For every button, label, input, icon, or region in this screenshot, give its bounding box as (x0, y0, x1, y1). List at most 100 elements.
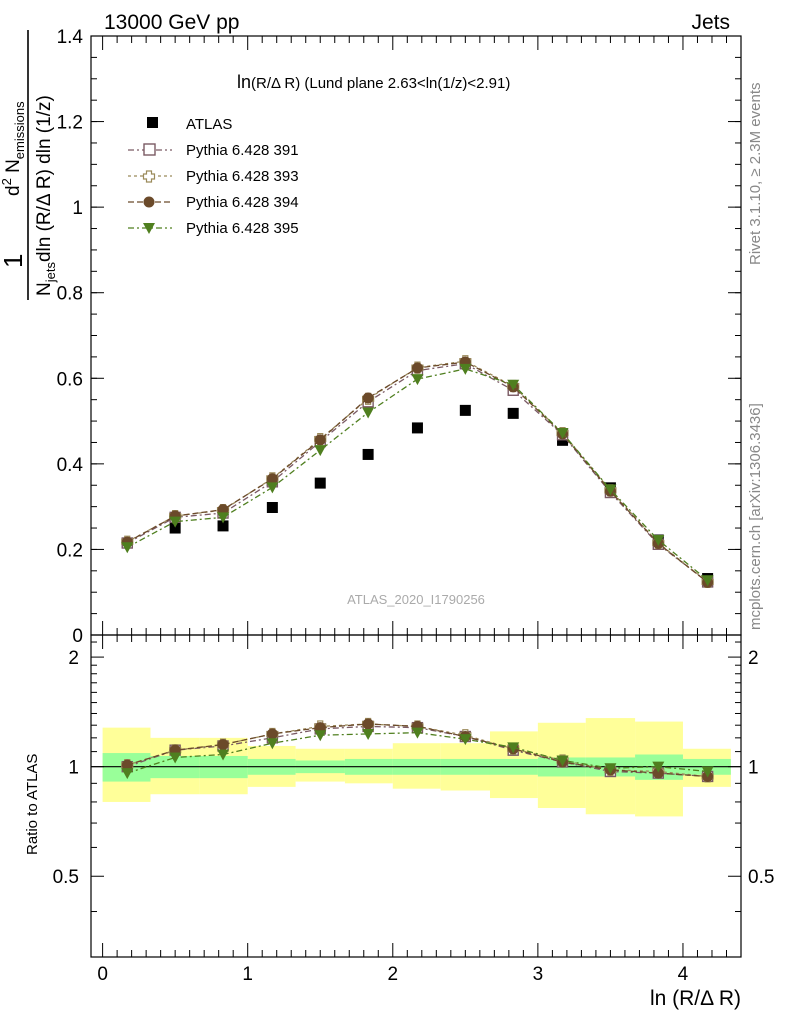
ratio-panel-axes: 0.5 0.5 1 1 2 2 0 1 2 3 4 (53, 634, 774, 985)
series-4-point-1 (169, 516, 182, 528)
ratio-series-2-point-2 (217, 739, 229, 751)
svg-text:d2 Nemissions: d2 Nemissions (0, 101, 27, 196)
ratio-series-3-point-1 (169, 752, 182, 764)
ratio-ytick-label-right: 2 (748, 648, 759, 669)
series-4-point-9 (556, 428, 569, 440)
legend-entry-394: Pythia 6.428 394 (128, 194, 299, 211)
legend-marker-395 (143, 223, 155, 234)
series-4-point-7 (459, 363, 472, 375)
series-3-point-6 (411, 362, 423, 374)
header-right: Jets (691, 11, 730, 34)
main-ytick-label: 0.8 (57, 284, 83, 305)
series-0-point-6 (411, 422, 423, 434)
series-3-point-5 (362, 392, 374, 404)
header-left: 13000 GeV pp (104, 11, 239, 34)
x-tick-label: 4 (678, 964, 689, 985)
series-0-point-1 (169, 522, 181, 534)
ratio-series-3-point-2 (217, 749, 230, 761)
ratio-ytick-label-left: 1 (68, 758, 79, 779)
mcplots-label: mcplots.cern.ch [arXiv:1306.3436] (747, 403, 764, 630)
x-tick-label: 0 (97, 964, 108, 985)
series-4-point-3 (266, 482, 279, 494)
series-4-point-10 (604, 484, 617, 496)
main-ytick-label: 0.6 (57, 369, 83, 390)
x-tick-label: 2 (387, 964, 398, 985)
legend-label-atlas: ATLAS (186, 116, 232, 133)
legend-marker-393 (142, 170, 156, 183)
ratio-series-3-point-11 (652, 761, 665, 773)
series-0-point-5 (362, 448, 374, 460)
series-0-point-7 (459, 404, 471, 416)
ratio-ytick-label-left: 2 (68, 648, 79, 669)
series-3-point-4 (314, 434, 326, 446)
series-0-point-2 (217, 520, 229, 532)
legend-label-395: Pythia 6.428 395 (186, 220, 299, 237)
series-4-point-0 (121, 542, 134, 554)
main-ytick-label: 0 (72, 626, 83, 647)
legend-entry-391: Pythia 6.428 391 (128, 142, 299, 159)
legend-label-391: Pythia 6.428 391 (186, 142, 299, 159)
legend-entry-atlas: ATLAS (147, 116, 232, 133)
svg-text:1: 1 (0, 254, 28, 268)
series-4-line (126, 368, 709, 581)
legend-entry-393: Pythia 6.428 393 (128, 168, 299, 185)
ratio-series-3-point-8 (507, 742, 520, 754)
series-layer (121, 355, 714, 589)
ratio-ytick-label-right: 1 (748, 758, 759, 779)
main-ytick-label: 1 (72, 198, 83, 219)
series-3-line (126, 361, 709, 583)
main-ytick-label: 1.2 (57, 113, 83, 134)
ratio-series-3-point-0 (121, 768, 134, 780)
x-tick-label: 1 (242, 964, 253, 985)
main-ytick-label: 0.4 (57, 455, 84, 476)
ratio-series-3-point-9 (556, 755, 569, 767)
svg-text:Njetsdln (R/Δ R) dln (1/z): Njetsdln (R/Δ R) dln (1/z) (34, 95, 58, 296)
ratio-y-axis-label: Ratio to ATLAS (24, 754, 41, 855)
legend-marker-atlas (147, 117, 158, 128)
series-3-point-3 (266, 473, 278, 485)
x-axis-label: ln (R/Δ R) (650, 987, 741, 1010)
main-panel-axes: 0 0.2 0.4 0.6 0.8 1 1.2 1.4 (57, 27, 742, 647)
series-4-point-4 (314, 445, 327, 457)
x-tick-label: 3 (533, 964, 544, 985)
main-y-axis-label: 1 Njetsdln (R/Δ R) dln (1/z) d2 Nemissio… (0, 30, 58, 300)
ratio-series-3-point-12 (701, 766, 714, 778)
main-ytick-label: 0.2 (57, 540, 83, 561)
ratio-series-3-point-4 (314, 730, 327, 742)
series-0-point-8 (507, 407, 519, 419)
ratio-series-3-point-10 (604, 763, 617, 775)
analysis-watermark: ATLAS_2020_I1790256 (347, 592, 485, 607)
ratio-series-3-point-7 (459, 734, 472, 746)
series-2-line (126, 360, 709, 583)
ratio-series-2-point-0 (121, 759, 133, 771)
series-4-point-11 (652, 535, 665, 547)
ratio-ytick-label-left: 0.5 (53, 867, 79, 888)
ratio-series-3-point-3 (266, 738, 279, 750)
legend-label-393: Pythia 6.428 393 (186, 168, 299, 185)
legend: ATLAS Pythia 6.428 391 Pythia 6.428 393 … (128, 116, 299, 237)
ratio-series-3-point-6 (411, 727, 424, 739)
main-panel-title: ln(R/Δ R) (Lund plane 2.63<ln(1/z)<2.91) (237, 72, 510, 92)
series-4-point-12 (701, 575, 714, 587)
ratio-panel-frame (90, 634, 742, 958)
rivet-version-label: Rivet 3.1.10, ≥ 2.3M events (747, 83, 764, 266)
series-4-point-5 (362, 407, 375, 419)
legend-marker-394 (143, 196, 155, 208)
legend-label-394: Pythia 6.428 394 (186, 194, 299, 211)
series-4-point-2 (217, 512, 230, 524)
main-ytick-label: 1.4 (57, 27, 84, 48)
series-0-point-3 (266, 501, 278, 513)
series-4-point-8 (507, 379, 520, 391)
ratio-series-2-point-5 (362, 718, 374, 730)
ratio-series-3-point-5 (362, 728, 375, 740)
series-0-point-4 (314, 477, 326, 489)
series-1-line (126, 363, 709, 583)
ratio-ytick-label-right: 0.5 (748, 867, 774, 888)
legend-entry-395: Pythia 6.428 395 (128, 220, 299, 237)
legend-marker-391 (143, 143, 156, 156)
ratio-series-2-point-11 (652, 767, 664, 779)
ratio-series-layer (121, 717, 714, 783)
ratio-series-2-point-3 (266, 728, 278, 740)
series-4-point-6 (411, 374, 424, 386)
